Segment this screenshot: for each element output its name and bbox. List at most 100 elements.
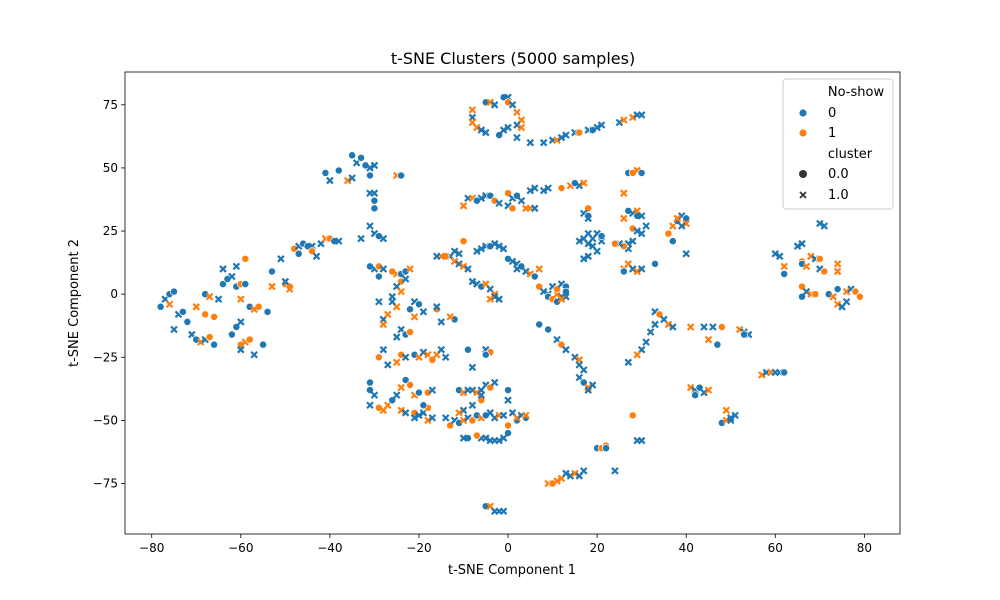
data-point xyxy=(495,199,503,208)
data-point xyxy=(348,151,357,160)
data-point xyxy=(611,467,619,475)
data-point xyxy=(620,116,628,124)
data-point xyxy=(406,328,415,336)
data-point xyxy=(357,234,365,243)
data-point xyxy=(637,229,646,238)
data-point xyxy=(335,237,343,245)
data-point xyxy=(539,138,548,147)
data-point xyxy=(807,252,815,261)
data-point xyxy=(513,121,521,129)
data-point xyxy=(450,257,459,266)
data-point xyxy=(486,191,495,200)
data-point xyxy=(455,260,463,268)
data-point xyxy=(419,348,428,357)
data-point xyxy=(802,262,811,271)
data-point xyxy=(237,345,245,354)
data-point xyxy=(374,262,383,271)
data-point xyxy=(384,310,392,319)
legend: No-show 0 1 cluster 0.0 1.0 xyxy=(782,78,894,210)
data-point xyxy=(575,237,584,245)
data-point xyxy=(419,308,428,316)
data-point xyxy=(468,386,477,394)
data-point xyxy=(513,108,521,117)
data-point xyxy=(392,333,401,341)
legend-box xyxy=(782,78,894,210)
data-point xyxy=(628,169,637,177)
data-point xyxy=(593,123,601,132)
data-point xyxy=(192,303,201,311)
data-point xyxy=(682,219,690,228)
data-point xyxy=(290,244,299,253)
data-point xyxy=(410,313,419,321)
data-point xyxy=(379,345,388,354)
data-point xyxy=(326,176,334,185)
data-point xyxy=(366,222,374,230)
data-point xyxy=(254,302,263,311)
data-point xyxy=(192,335,201,344)
data-point xyxy=(499,411,508,420)
data-point xyxy=(259,340,268,349)
data-point xyxy=(490,239,499,248)
x-tick-label: 0 xyxy=(504,541,512,555)
data-point xyxy=(628,224,637,233)
data-point xyxy=(201,310,210,319)
data-point xyxy=(473,123,481,132)
data-point xyxy=(486,242,495,251)
data-point xyxy=(798,239,806,248)
data-point xyxy=(557,133,566,142)
data-point xyxy=(669,323,677,331)
data-point xyxy=(637,265,646,273)
data-point xyxy=(388,297,397,306)
data-point xyxy=(620,189,628,197)
data-point xyxy=(464,265,472,273)
data-point xyxy=(780,368,789,377)
data-point xyxy=(459,237,468,246)
data-point xyxy=(459,434,468,442)
data-point xyxy=(392,391,401,399)
data-point xyxy=(477,126,486,134)
data-point xyxy=(464,345,472,354)
data-point xyxy=(820,222,829,230)
y-tick-label: −75 xyxy=(93,477,118,491)
data-point xyxy=(156,302,165,311)
data-point xyxy=(619,242,628,251)
y-tick-label: 50 xyxy=(103,161,118,175)
data-point xyxy=(384,361,392,369)
data-point xyxy=(232,262,241,271)
data-point xyxy=(397,350,406,359)
y-tick-label: 75 xyxy=(103,98,118,112)
data-point xyxy=(624,206,633,215)
data-point xyxy=(321,169,330,177)
data-point xyxy=(722,406,731,415)
data-point xyxy=(397,383,405,392)
data-point xyxy=(370,196,379,205)
x-tick-label: 40 xyxy=(679,541,694,555)
data-point xyxy=(677,222,686,230)
legend-hue-1-marker xyxy=(798,128,808,138)
x-axis-ticks: −80 −60 −40 −20 0 20 40 60 80 xyxy=(139,534,872,555)
data-point xyxy=(210,312,219,321)
data-point xyxy=(651,259,659,268)
data-point xyxy=(312,252,321,261)
data-point xyxy=(530,184,539,192)
data-point xyxy=(530,272,539,281)
data-point xyxy=(713,340,722,349)
data-point xyxy=(343,176,352,185)
plot-frame xyxy=(124,71,901,535)
data-point xyxy=(562,469,570,478)
data-point xyxy=(522,411,530,420)
data-point xyxy=(570,179,579,188)
legend-hue-0-label: 0 xyxy=(828,106,836,121)
data-point xyxy=(508,257,517,266)
legend-style-circle-marker xyxy=(799,170,807,178)
data-point xyxy=(633,227,641,235)
data-point xyxy=(544,184,552,192)
data-point xyxy=(504,254,512,263)
data-point xyxy=(682,249,690,258)
data-point xyxy=(473,388,481,397)
data-point xyxy=(584,229,592,238)
data-point xyxy=(802,287,811,296)
data-point xyxy=(196,338,205,346)
data-point xyxy=(401,376,410,384)
data-point xyxy=(437,345,446,354)
